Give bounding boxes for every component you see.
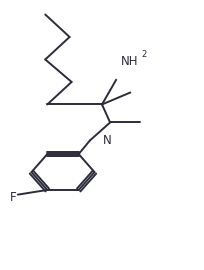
- Text: N: N: [103, 134, 112, 147]
- Text: F: F: [10, 191, 16, 204]
- Text: 2: 2: [142, 50, 147, 59]
- Text: NH: NH: [121, 55, 139, 68]
